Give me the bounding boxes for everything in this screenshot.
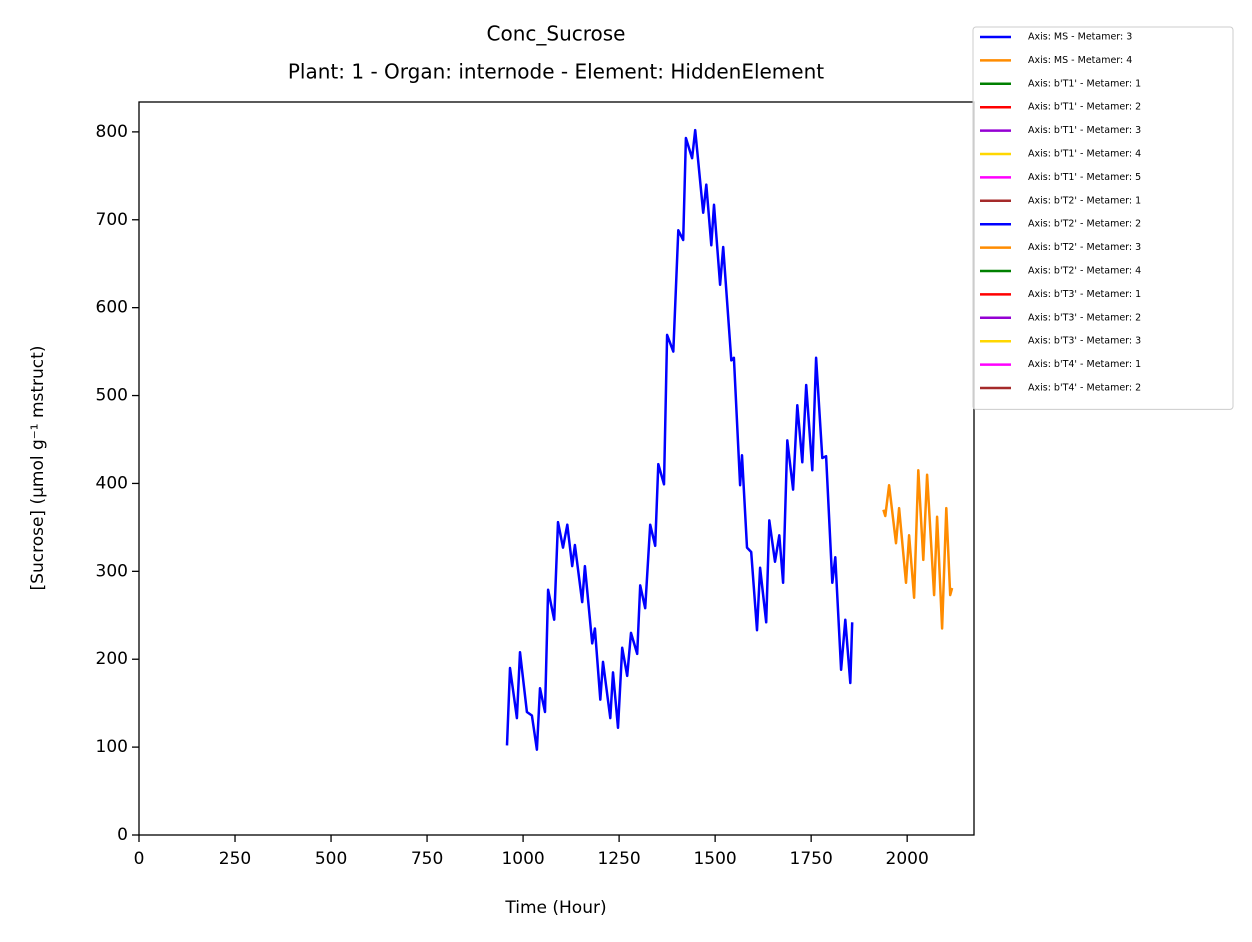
legend-label: Axis: b'T4' - Metamer: 2 — [1028, 383, 1141, 394]
line — [505, 128, 854, 751]
legend-label: Axis: b'T1' - Metamer: 5 — [1028, 172, 1141, 183]
x-tick-label: 750 — [411, 849, 443, 869]
y-tick-label: 200 — [96, 649, 128, 669]
x-tick-label: 1500 — [693, 849, 736, 869]
legend-label: Axis: b'T2' - Metamer: 1 — [1028, 195, 1141, 206]
chart-subtitle: Plant: 1 - Organ: internode - Element: H… — [288, 60, 824, 84]
line — [882, 469, 954, 630]
x-tick-label: 500 — [315, 849, 347, 869]
y-tick-label: 500 — [96, 386, 128, 406]
legend-label: Axis: b'T2' - Metamer: 3 — [1028, 242, 1141, 253]
plot-frame — [138, 101, 975, 836]
x-tick-label: 250 — [219, 849, 251, 869]
y-tick-label: 300 — [96, 561, 128, 581]
y-tick-label: 400 — [96, 473, 128, 493]
legend-label: Axis: MS - Metamer: 4 — [1028, 55, 1132, 66]
legend-label: Axis: MS - Metamer: 3 — [1028, 32, 1132, 43]
legend-label: Axis: b'T3' - Metamer: 2 — [1028, 312, 1141, 323]
y-tick-label: 0 — [117, 825, 128, 845]
legend-label: Axis: b'T1' - Metamer: 3 — [1028, 125, 1141, 136]
legend-label: Axis: b'T1' - Metamer: 1 — [1028, 78, 1141, 89]
y-tick-label: 100 — [96, 737, 128, 757]
x-tick-label: 2000 — [886, 849, 929, 869]
x-axis-label: Time (Hour) — [504, 898, 606, 918]
x-tick-label: 1250 — [597, 849, 640, 869]
legend-label: Axis: b'T3' - Metamer: 1 — [1028, 289, 1141, 300]
y-tick-label: 800 — [96, 122, 128, 142]
chart-title: Conc_Sucrose — [487, 22, 626, 46]
legend-label: Axis: b'T1' - Metamer: 4 — [1028, 149, 1141, 160]
x-tick-label: 0 — [134, 849, 145, 869]
x-tick-label: 1000 — [501, 849, 544, 869]
x-tick-label: 1750 — [790, 849, 833, 869]
y-axis-label: [Sucrose] (µmol g⁻¹ mstruct) — [28, 346, 48, 591]
legend-label: Axis: b'T2' - Metamer: 2 — [1028, 219, 1141, 230]
legend-label: Axis: b'T3' - Metamer: 3 — [1028, 336, 1141, 347]
y-tick-label: 600 — [96, 298, 128, 318]
legend-box — [972, 26, 1234, 410]
legend-label: Axis: b'T2' - Metamer: 4 — [1028, 266, 1141, 277]
legend-label: Axis: b'T1' - Metamer: 2 — [1028, 102, 1141, 113]
legend-label: Axis: b'T4' - Metamer: 1 — [1028, 359, 1141, 370]
y-tick-label: 700 — [96, 210, 128, 230]
